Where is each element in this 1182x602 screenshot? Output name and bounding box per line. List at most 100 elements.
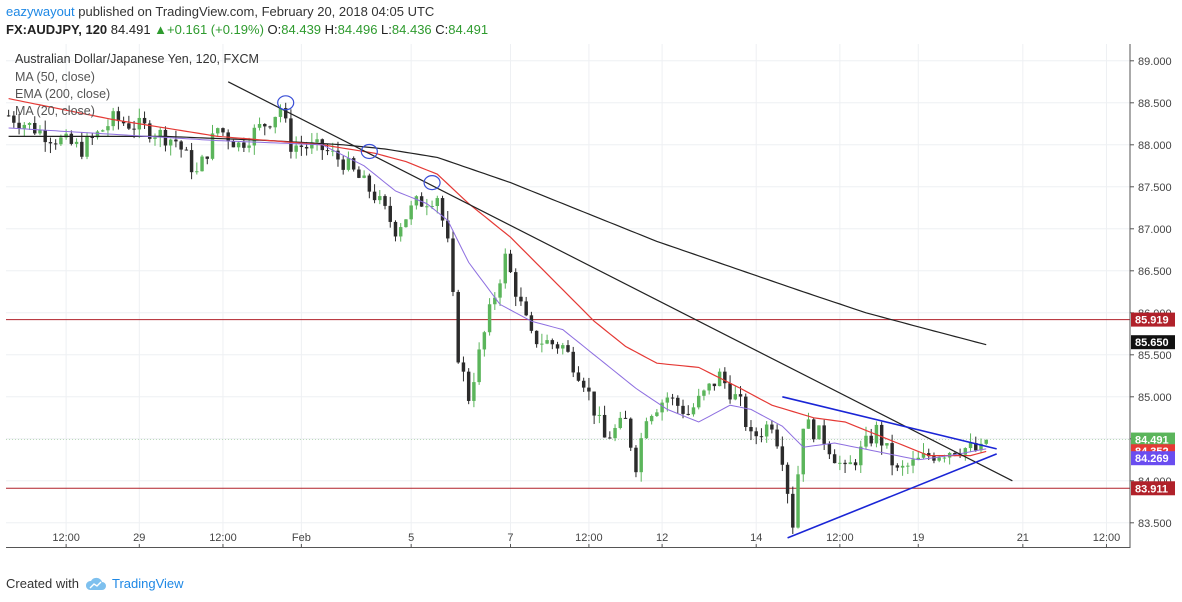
price-tick-label: 85.000 — [1138, 392, 1172, 404]
open-value: 84.439 — [281, 22, 322, 37]
candle-body — [796, 474, 800, 528]
candle-body — [764, 424, 769, 437]
candle-body — [80, 141, 84, 157]
candle-body — [414, 196, 419, 206]
candle-body — [754, 431, 758, 437]
chart-legend: Australian Dollar/Japanese Yen, 120, FXC… — [15, 52, 259, 118]
publish-text: published on TradingView.com, February 2… — [74, 4, 435, 19]
candle-body — [979, 443, 983, 451]
time-tick-label: 14 — [750, 532, 762, 544]
candle-body — [482, 332, 487, 350]
price-marker-label: 84.269 — [1135, 453, 1169, 465]
candle-body — [221, 128, 225, 133]
candle-body — [968, 443, 973, 449]
candle-body — [608, 437, 612, 439]
candle-body — [440, 198, 445, 221]
candle-body — [937, 457, 941, 461]
candle-body — [592, 391, 596, 416]
candle-body — [749, 427, 753, 432]
candle-body — [660, 402, 664, 413]
candle-body — [174, 139, 178, 142]
downtrend-line — [227, 81, 1013, 482]
candle-body — [885, 443, 889, 446]
candle-body — [278, 108, 283, 117]
candle-body — [879, 424, 884, 446]
candle-body — [289, 118, 293, 152]
candle-body — [210, 133, 215, 159]
candle-body — [670, 397, 675, 399]
swing-high-circle — [360, 143, 378, 160]
candle-body — [153, 137, 157, 139]
candle-body — [775, 429, 779, 447]
candle-body — [838, 462, 842, 464]
candle-body — [273, 116, 277, 128]
candle-body — [895, 465, 900, 468]
legend-ma50: MA (50, close) — [15, 70, 95, 84]
chart-frame[interactable]: Australian Dollar/Japanese Yen, 120, FXC… — [6, 44, 1179, 548]
candle-body — [179, 141, 183, 150]
candle-body — [848, 462, 853, 465]
ma20-line — [8, 127, 987, 461]
legend-title: Australian Dollar/Japanese Yen, 120, FXC… — [15, 52, 259, 66]
candle-body — [388, 205, 392, 222]
candle-body — [561, 345, 565, 349]
candle-body — [712, 383, 717, 387]
price-tick-label: 85.500 — [1138, 350, 1172, 362]
high-value: 84.496 — [337, 22, 378, 37]
time-axis: 12:00 29 12:00 Feb 5 7 12:00 12 14 12:00 19 21 12:00 — [6, 532, 1130, 548]
candle-body — [581, 380, 586, 388]
candle-body — [524, 301, 528, 316]
candle-body — [963, 448, 968, 455]
candle-body — [362, 175, 366, 178]
candle-body — [629, 418, 633, 448]
candle-body — [268, 126, 272, 128]
candle-body — [425, 206, 429, 208]
candle-body — [85, 137, 89, 157]
candle-body — [127, 123, 131, 129]
candle-body — [555, 344, 560, 349]
ema200-line — [8, 135, 987, 346]
candle-body — [184, 149, 189, 151]
candle-body — [158, 129, 162, 138]
candle-body — [111, 111, 115, 127]
candle-body — [597, 414, 602, 416]
author-link[interactable]: eazywayout — [6, 4, 75, 19]
time-tick-label: 19 — [912, 532, 924, 544]
candle-body — [655, 412, 659, 416]
candle-body — [378, 196, 382, 201]
up-arrow-icon: ▲ — [154, 22, 168, 37]
candle-body — [723, 371, 727, 384]
candle-body — [665, 397, 670, 403]
candle-body — [566, 345, 570, 352]
candle-body — [602, 414, 607, 438]
price-tick-label: 83.500 — [1138, 518, 1172, 530]
price-chart[interactable]: Australian Dollar/Japanese Yen, 120, FXC… — [6, 44, 1179, 548]
price-tick-label: 87.500 — [1138, 182, 1172, 194]
price-marker-label: 85.650 — [1135, 337, 1169, 349]
tradingview-link[interactable]: TradingView — [85, 576, 184, 591]
price-marker-badge — [1131, 335, 1175, 350]
candle-body — [27, 122, 32, 125]
candle-body — [576, 372, 581, 381]
candle-body — [519, 296, 523, 302]
candle-body — [529, 315, 534, 331]
candle-body — [906, 465, 910, 467]
candle-body — [90, 137, 94, 139]
time-tick-label: Feb — [292, 532, 311, 544]
candle-body — [205, 156, 209, 159]
candle-body — [864, 435, 868, 447]
candle-body — [508, 253, 513, 273]
open-label: O: — [267, 22, 282, 37]
candle-body — [942, 457, 947, 459]
candle-body — [859, 446, 863, 466]
triangle-upper-line — [782, 396, 997, 450]
candle-body — [456, 291, 460, 363]
candle-body — [623, 417, 628, 419]
candle-body — [513, 272, 518, 297]
candle-body — [644, 421, 649, 439]
candle-body — [336, 150, 340, 160]
candle-body — [33, 122, 37, 134]
candle-body — [811, 419, 816, 440]
candle-body — [357, 169, 361, 178]
candle-body — [195, 171, 199, 173]
